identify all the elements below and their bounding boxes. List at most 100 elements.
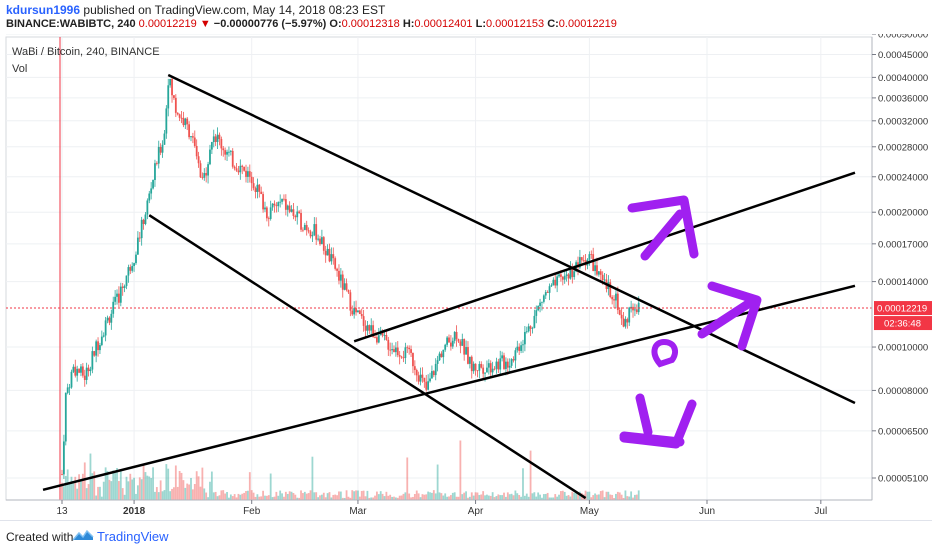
volume-bar [292, 493, 295, 500]
candle-body [199, 163, 202, 178]
candle-body [597, 271, 600, 275]
candle-body [205, 172, 208, 176]
volume-bar [423, 494, 426, 500]
candle-body [95, 341, 98, 356]
volume-bar [288, 491, 291, 500]
candle-body [142, 219, 145, 225]
time-tick-label: Feb [243, 506, 261, 517]
candle-body [561, 276, 564, 280]
volume-bar [176, 486, 179, 500]
volume-bar [525, 493, 528, 500]
candle-body [224, 150, 227, 155]
candle-body [209, 149, 211, 165]
volume-bar [212, 492, 215, 500]
candle-body [444, 344, 447, 350]
volume-bar [558, 494, 560, 500]
candle-body [550, 285, 553, 287]
trendline[interactable] [148, 214, 587, 500]
candle-body [516, 346, 519, 351]
candle-body [347, 290, 350, 293]
candle-body [256, 184, 259, 193]
candle-body [184, 118, 187, 126]
open-value: 0.00012318 [341, 18, 400, 30]
volume-bar [180, 472, 183, 500]
volume-bar [262, 490, 264, 500]
volume-bar [155, 487, 158, 500]
volume-bar [116, 468, 118, 500]
candle-body [370, 325, 373, 331]
volume-bar [157, 492, 160, 500]
volume-bar [569, 496, 572, 500]
candle-body [62, 441, 65, 475]
candle-body [611, 296, 614, 300]
volume-bar [152, 467, 154, 500]
candle-body [467, 347, 469, 364]
volume-bar [345, 490, 348, 500]
volume-bar [565, 495, 568, 500]
candle-body [123, 286, 126, 288]
candle-body [294, 215, 297, 218]
candle-body [506, 361, 509, 368]
volume-bar [91, 473, 94, 500]
volume-bar [468, 496, 471, 500]
volume-bar [74, 476, 77, 500]
volume-bar [449, 495, 452, 500]
candle-body [387, 339, 390, 350]
candle-body [338, 270, 340, 281]
volume-bar [393, 496, 395, 500]
ohlc-line: BINANCE:WABIBTC, 240 0.00012219 ▼ −0.000… [6, 18, 617, 30]
candle-body [554, 279, 557, 286]
candle-body [393, 349, 395, 353]
candle-body [336, 268, 338, 271]
candle-body [269, 207, 272, 219]
volume-bar [451, 492, 454, 500]
price-axis[interactable]: 0.00050000 0.00045000 0.00040000 0.00036000… [871, 34, 932, 500]
volume-bar [269, 473, 272, 500]
candle-body [434, 363, 437, 376]
price-chart[interactable]: 0.00050000 0.00045000 0.00040000 0.00036000… [0, 34, 932, 520]
time-axis[interactable]: 13 2018 Feb Mar Apr May Jun Jul [6, 499, 872, 517]
volume-bar [444, 493, 447, 500]
volume-bar [171, 488, 173, 500]
volume-bar [554, 494, 557, 500]
arrow-down-icon [619, 393, 697, 449]
candle-body [541, 301, 543, 303]
candle-body [360, 313, 363, 317]
volume-bar [548, 497, 551, 500]
candle-body [493, 368, 496, 370]
candle-body [180, 117, 183, 119]
author-link[interactable]: kdursun1996 [6, 3, 81, 17]
candle-body [116, 293, 118, 297]
volume-bar [159, 480, 162, 500]
volume-bar [76, 488, 79, 500]
volume-bar [391, 496, 393, 500]
current-price-tag-label: 0.00012219 [877, 304, 927, 315]
candle-body [345, 283, 348, 291]
candle-body [486, 367, 488, 373]
candle-body [119, 286, 122, 303]
volume-bar [233, 494, 236, 500]
volume-bar [97, 486, 99, 500]
candle-body [558, 274, 560, 277]
candle-body [398, 355, 401, 357]
volume-bar [563, 491, 566, 500]
volume-bar [273, 496, 276, 500]
tradingview-brand-link[interactable]: TradingView [97, 529, 169, 544]
candle-body [571, 267, 574, 278]
candle-body [613, 299, 615, 301]
candle-body [417, 375, 420, 382]
volume-bar [398, 495, 401, 500]
trendline[interactable] [353, 171, 856, 343]
candle-body [353, 308, 356, 315]
candle-body [563, 275, 566, 280]
candle-body [442, 349, 445, 358]
close-value: 0.00012219 [558, 18, 617, 30]
candle-body [374, 337, 376, 338]
candle-body [391, 349, 393, 351]
volume-bar [516, 493, 519, 500]
candle-body [408, 347, 411, 350]
tradingview-logo-icon[interactable] [72, 528, 94, 542]
volume-bar [427, 491, 430, 500]
candle-body [248, 171, 251, 177]
candle-body [429, 378, 431, 382]
